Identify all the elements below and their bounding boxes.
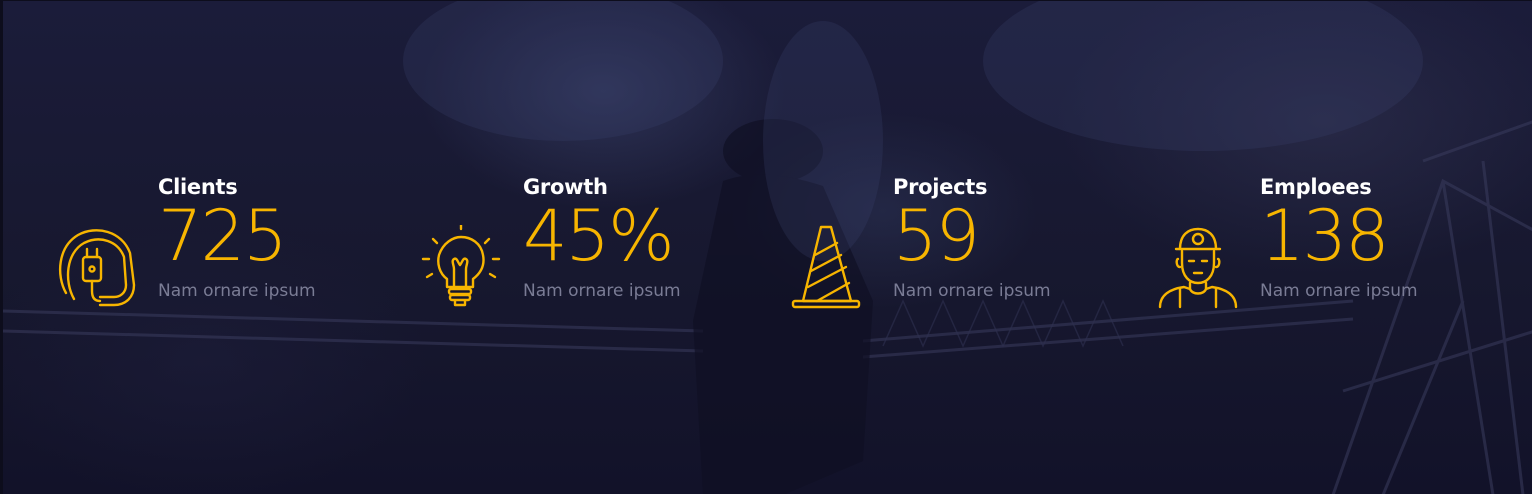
traffic-cone-icon bbox=[791, 225, 877, 311]
stat-value: 138 bbox=[1260, 195, 1390, 277]
stat-projects: Projects 59 Nam ornare ipsum bbox=[791, 173, 1111, 313]
power-plug-icon bbox=[56, 225, 142, 311]
stat-value: 59 bbox=[893, 195, 980, 277]
stat-label: Emploees bbox=[1260, 175, 1372, 199]
stat-growth: Growth 45% Nam ornare ipsum bbox=[421, 173, 741, 313]
stat-text: Projects 59 Nam ornare ipsum bbox=[893, 173, 1051, 303]
stat-label: Clients bbox=[158, 175, 238, 199]
stat-value: 45% bbox=[523, 195, 675, 277]
stat-value: 725 bbox=[158, 195, 288, 277]
background-scene bbox=[3, 1, 1532, 494]
stat-label: Projects bbox=[893, 175, 988, 199]
stat-clients: Clients 725 Nam ornare ipsum bbox=[56, 173, 376, 313]
stat-caption: Nam ornare ipsum bbox=[1260, 281, 1418, 301]
stat-text: Clients 725 Nam ornare ipsum bbox=[158, 173, 316, 303]
stat-label: Growth bbox=[523, 175, 608, 199]
stat-text: Emploees 138 Nam ornare ipsum bbox=[1260, 173, 1418, 303]
stat-employees: Emploees 138 Nam ornare ipsum bbox=[1158, 173, 1478, 313]
stat-text: Growth 45% Nam ornare ipsum bbox=[523, 173, 681, 303]
construction-worker-icon bbox=[1158, 225, 1244, 311]
light-bulb-icon bbox=[421, 225, 507, 311]
stat-caption: Nam ornare ipsum bbox=[523, 281, 681, 301]
stat-caption: Nam ornare ipsum bbox=[893, 281, 1051, 301]
stat-caption: Nam ornare ipsum bbox=[158, 281, 316, 301]
